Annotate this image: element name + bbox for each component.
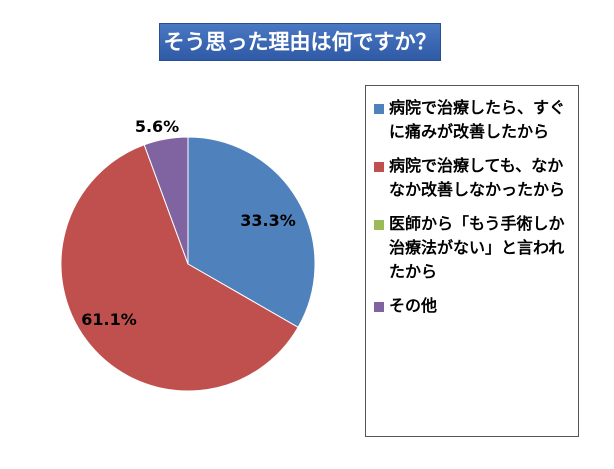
- pie-slice: [143, 136, 189, 265]
- legend-item-hospital-improved: 病院で治療したら、すぐに痛みが改善したから: [374, 96, 572, 144]
- legend-swatch: [374, 302, 384, 312]
- legend-item-other: その他: [374, 294, 572, 318]
- legend-label: その他: [389, 296, 438, 315]
- legend-label: 医師から「もう手術しか治療法がない」と言われたから: [389, 214, 565, 281]
- legend-swatch: [374, 104, 384, 114]
- legend-label: 病院で治療したら、すぐに痛みが改善したから: [389, 98, 566, 141]
- legend-item-hospital-not-improved: 病院で治療しても、なかなか改善しなかったから: [374, 154, 572, 202]
- legend-swatch: [374, 220, 384, 230]
- slice-value-label: 61.1%: [81, 310, 137, 329]
- chart-title: そう思った理由は何ですか？: [159, 23, 441, 61]
- pie-slice: [60, 144, 299, 392]
- slice-value-label: 5.6%: [135, 117, 179, 136]
- legend-swatch: [374, 162, 384, 172]
- slice-value-label: 33.3%: [240, 211, 296, 230]
- legend: 病院で治療したら、すぐに痛みが改善したから 病院で治療しても、なかなか改善しなか…: [365, 85, 579, 437]
- pie-slice: [187, 136, 316, 328]
- legend-item-doctor-surgery: 医師から「もう手術しか治療法がない」と言われたから: [374, 212, 572, 284]
- legend-label: 病院で治療しても、なかなか改善しなかったから: [389, 156, 566, 199]
